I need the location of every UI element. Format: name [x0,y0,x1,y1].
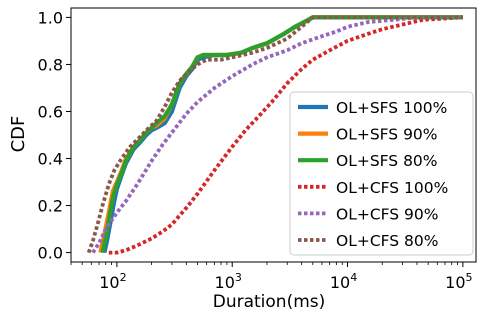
y-tick-label: 1.0 [38,8,63,27]
legend-box [289,91,474,256]
x-tick-label: 104 [330,271,357,292]
y-tick-label: 0.6 [38,102,63,121]
y-tick-label: 0.0 [38,244,63,263]
y-tick-label: 0.4 [38,150,63,169]
legend-label: OL+SFS 90% [336,126,438,144]
y-tick-label: 0.2 [38,197,63,216]
x-tick-label: 102 [99,271,126,292]
plot-frame [70,7,477,263]
x-axis-label: Duration(ms) [213,292,326,312]
x-tick-label: 105 [445,271,472,292]
series-line-6 [86,15,463,254]
legend-label: OL+CFS 90% [336,205,439,223]
legend-label: OL+SFS 100% [336,99,447,117]
series-line-4 [108,15,464,255]
y-tick-label: 0.8 [38,55,63,74]
legend-label: OL+CFS 80% [336,232,439,250]
x-tick-label: 103 [215,271,242,292]
legend-label: OL+CFS 100% [336,179,448,197]
series-line-5 [91,15,463,254]
legend: OL+SFS 100% OL+SFS 90% OL+SFS 80% OL+CFS 10… [289,91,474,256]
axes-layer: 0.0 0.2 0.4 0.6 0.8 1.0 102 103 104 105 [38,7,477,292]
series-line-3 [100,15,463,254]
series-layer [86,15,464,255]
y-axis-label: CDF [8,116,29,153]
legend-label: OL+SFS 80% [336,152,438,170]
